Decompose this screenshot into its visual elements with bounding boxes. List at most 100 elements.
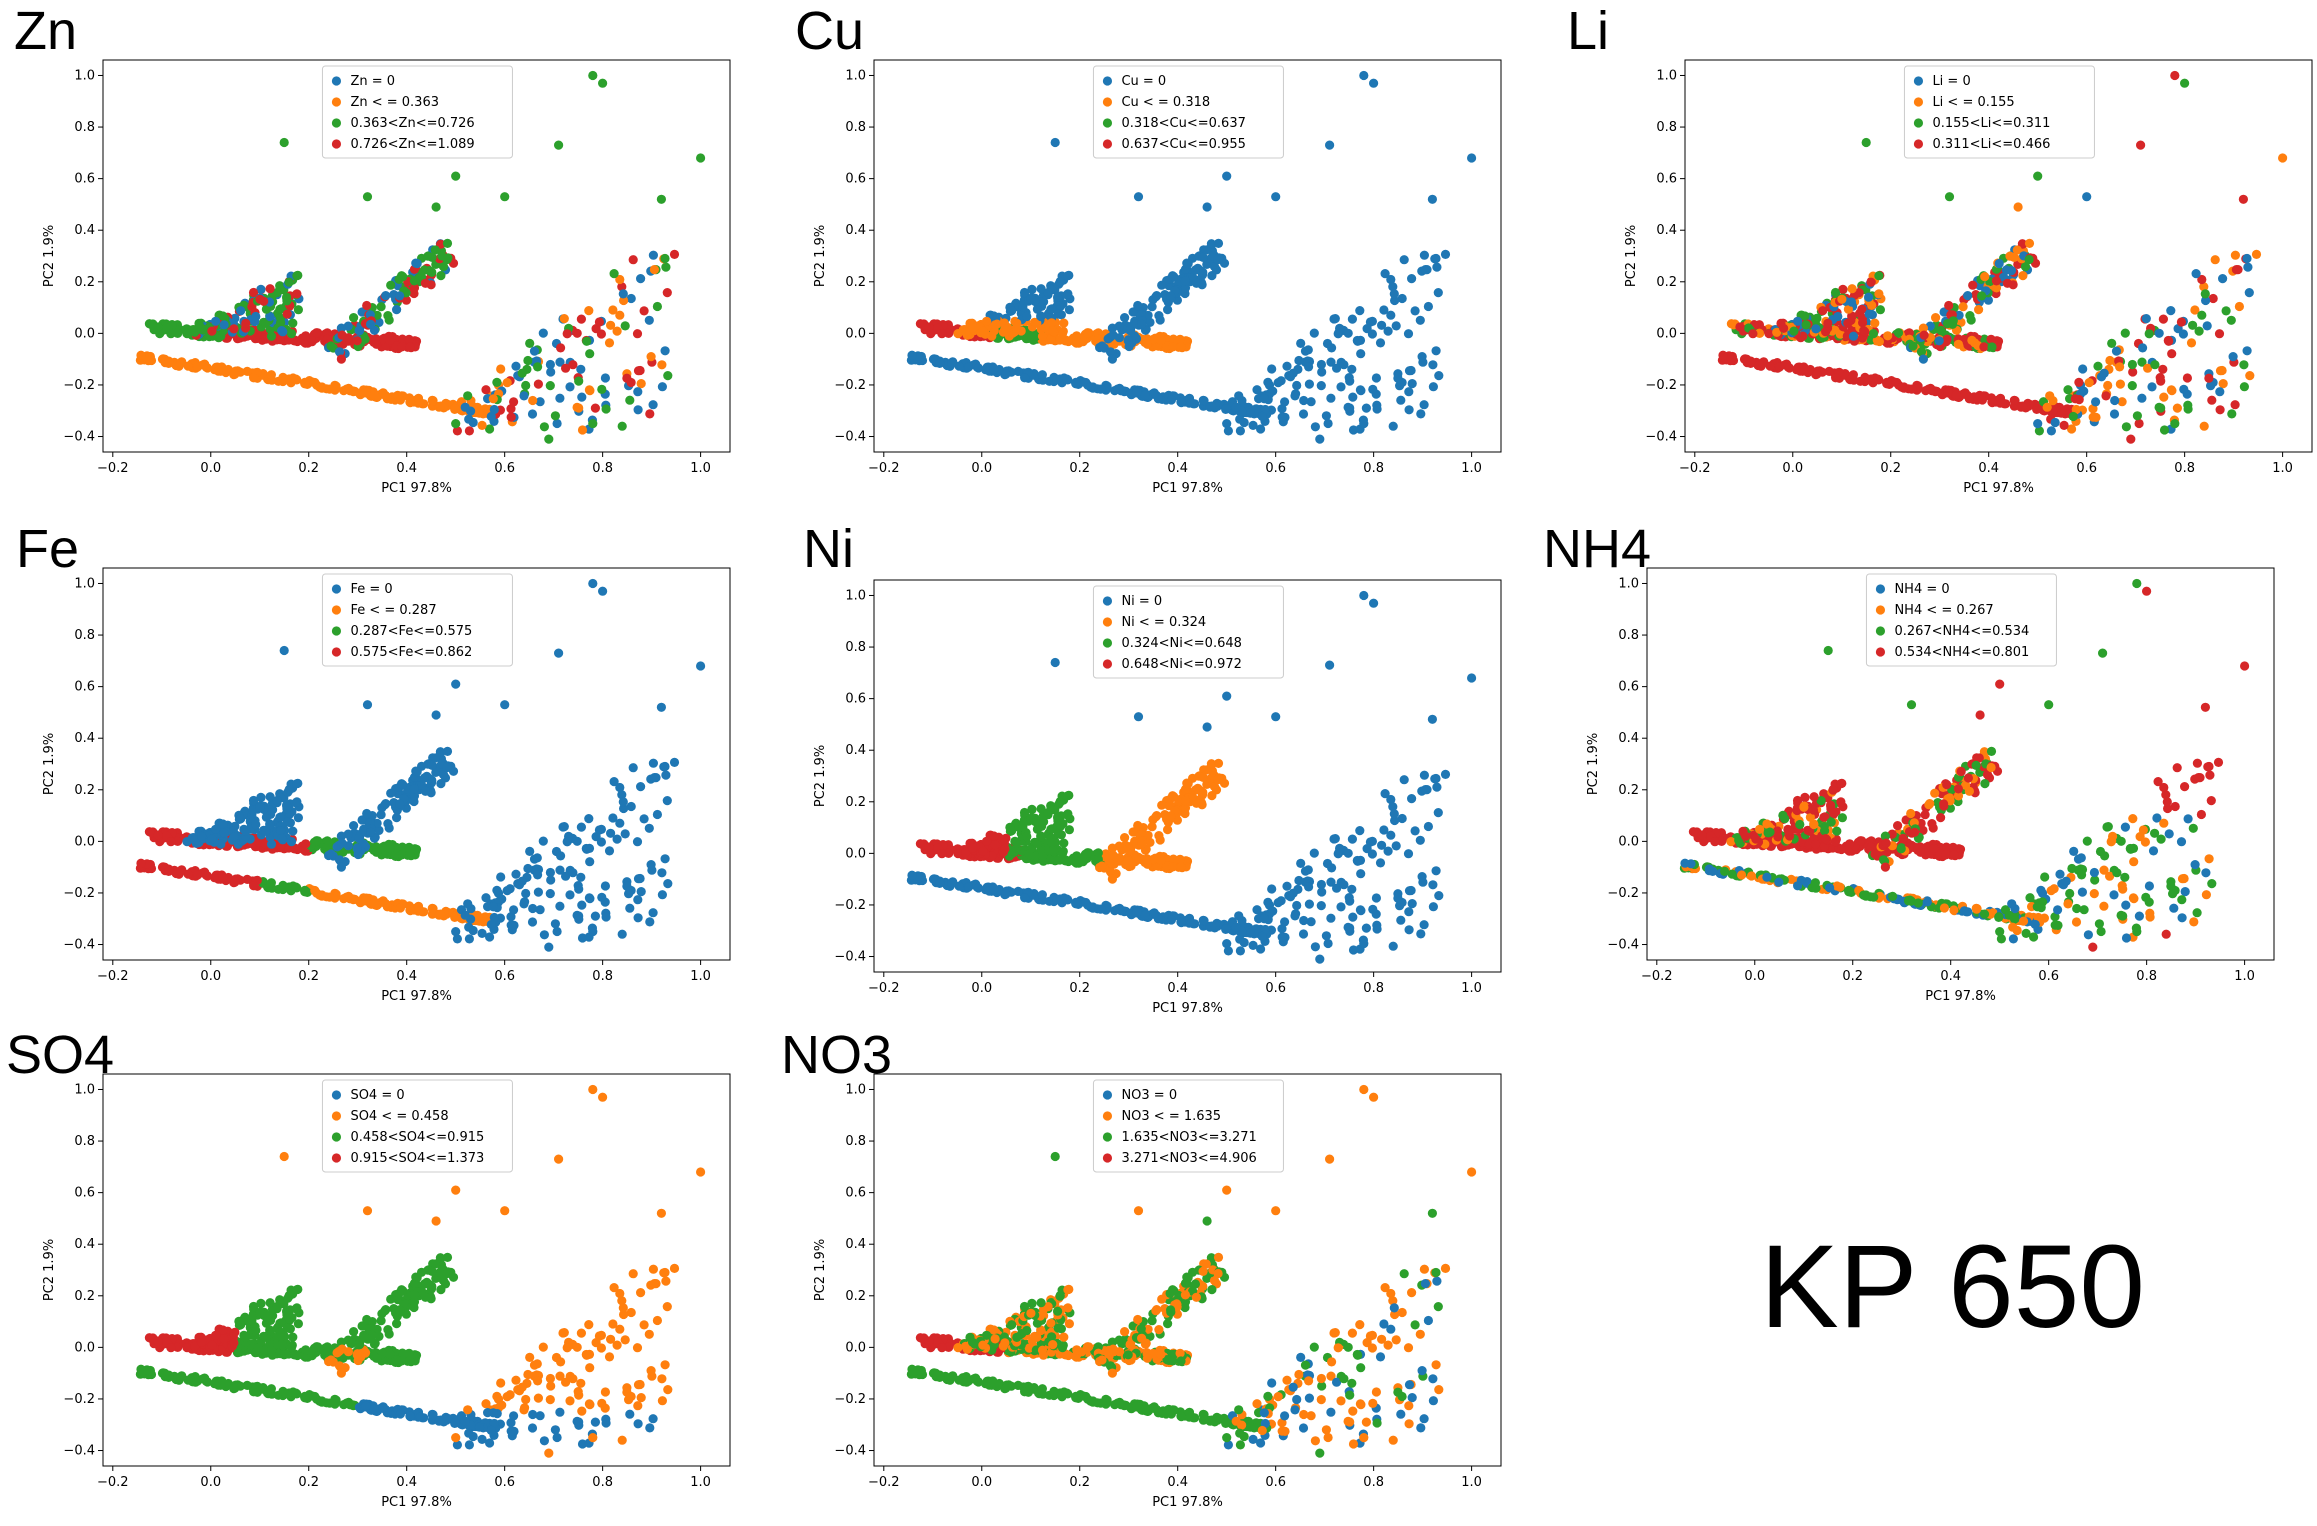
data-point	[634, 874, 643, 883]
data-point	[1720, 867, 1729, 876]
data-point	[602, 912, 611, 921]
data-point	[1290, 391, 1299, 400]
data-point	[588, 579, 597, 588]
y-tick-label: −0.4	[834, 950, 866, 965]
data-point	[1746, 359, 1755, 368]
y-tick-label: 0.4	[74, 731, 95, 746]
data-point	[1176, 342, 1185, 351]
data-point	[1176, 917, 1185, 926]
data-point	[1789, 327, 1798, 336]
data-point	[2051, 418, 2060, 427]
data-point	[220, 828, 229, 837]
x-tick-label: 0.6	[1265, 461, 1286, 476]
data-point	[288, 827, 297, 836]
data-point	[361, 896, 370, 905]
data-point	[588, 927, 597, 936]
data-point	[428, 904, 437, 913]
data-point	[1058, 329, 1067, 338]
data-point	[657, 360, 666, 369]
data-point	[657, 868, 666, 877]
data-point	[1875, 337, 1884, 346]
data-point	[2010, 253, 2019, 262]
legend-marker	[1103, 97, 1112, 106]
data-point	[595, 825, 604, 834]
data-point	[1348, 393, 1357, 402]
data-point	[1299, 916, 1308, 925]
data-point	[621, 829, 630, 838]
data-point	[1747, 871, 1756, 880]
y-tick-label: 0.0	[74, 326, 95, 341]
data-point	[1396, 916, 1405, 925]
data-point	[1758, 359, 1767, 368]
data-point	[556, 343, 565, 352]
data-point	[349, 313, 358, 322]
data-point	[2107, 339, 2116, 348]
y-tick-label: 0.6	[74, 172, 95, 187]
data-point	[2164, 337, 2173, 346]
data-point	[974, 883, 983, 892]
data-point	[2103, 381, 2112, 390]
data-point	[1336, 382, 1345, 391]
y-tick-label: −0.4	[63, 938, 95, 953]
data-point	[610, 777, 619, 786]
y-tick-label: 1.0	[74, 68, 95, 83]
data-point	[1432, 866, 1441, 875]
data-point	[525, 847, 534, 856]
data-point	[2018, 271, 2027, 280]
legend-marker	[1103, 76, 1112, 85]
data-point	[649, 759, 658, 768]
data-point	[1315, 955, 1324, 964]
data-point	[2235, 302, 2244, 311]
data-point	[670, 250, 679, 259]
data-point	[619, 797, 628, 806]
data-point	[1294, 356, 1303, 365]
data-point	[1963, 291, 1972, 300]
legend-entry: Cu < = 0.318	[1121, 95, 1210, 110]
data-point	[1420, 251, 1429, 260]
data-point	[1914, 898, 1923, 907]
data-point	[1995, 259, 2004, 268]
data-point	[229, 324, 238, 333]
data-point	[1203, 202, 1212, 211]
x-tick-label: 0.4	[396, 461, 417, 476]
data-point	[968, 324, 977, 333]
data-point	[1405, 925, 1414, 934]
data-point	[1167, 915, 1176, 924]
data-point	[1120, 833, 1129, 842]
data-point	[410, 276, 419, 285]
data-point	[1166, 811, 1175, 820]
data-point	[2115, 362, 2124, 371]
legend-entry: Cu = 0	[1121, 74, 1166, 89]
data-point	[1348, 913, 1357, 922]
data-point	[1214, 759, 1223, 768]
data-point	[2145, 329, 2154, 338]
data-point	[2078, 364, 2087, 373]
data-point	[511, 362, 520, 371]
data-point	[2155, 329, 2164, 338]
data-point	[2229, 352, 2238, 361]
data-point	[519, 391, 528, 400]
data-point	[584, 814, 593, 823]
y-tick-label: 1.0	[74, 576, 95, 591]
data-point	[294, 305, 303, 314]
data-point	[563, 329, 572, 338]
data-point	[451, 172, 460, 181]
data-point	[251, 312, 260, 321]
data-point	[1372, 373, 1381, 382]
data-point	[1072, 331, 1081, 340]
data-point	[1296, 859, 1305, 868]
data-point	[1022, 312, 1031, 321]
data-point	[663, 879, 672, 888]
data-point	[1304, 882, 1313, 891]
data-point	[451, 419, 460, 428]
data-point	[1441, 250, 1450, 259]
data-point	[1907, 385, 1916, 394]
data-point	[640, 306, 649, 315]
data-point	[1012, 319, 1021, 328]
x-axis-label: PC1 97.8%	[1963, 481, 2034, 496]
data-point	[2093, 362, 2102, 371]
data-point	[1708, 867, 1717, 876]
data-point	[1163, 305, 1172, 314]
